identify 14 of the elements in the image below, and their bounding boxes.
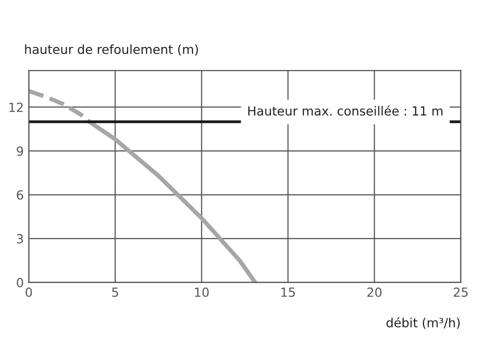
x-axis-title: débit (m³/h) <box>386 317 460 329</box>
x-tick-label: 15 <box>281 288 295 297</box>
y-tick-label: 6 <box>16 190 24 200</box>
x-tick-label: 20 <box>367 287 382 297</box>
ref-line-label: Hauteur max. conseillée : 11 m <box>248 105 442 116</box>
y-tick-label: 3 <box>16 234 23 244</box>
x-tick-label: 5 <box>112 288 118 297</box>
x-tick-label: 25 <box>454 287 468 297</box>
y-tick-label: 12 <box>9 102 23 112</box>
y-axis-title: hauteur de refoulement (m) <box>25 44 198 56</box>
y-tick-label: 9 <box>16 146 24 156</box>
y-tick-label: 0 <box>16 278 24 288</box>
x-tick-label: 0 <box>26 287 32 297</box>
x-tick-label: 10 <box>195 287 209 297</box>
